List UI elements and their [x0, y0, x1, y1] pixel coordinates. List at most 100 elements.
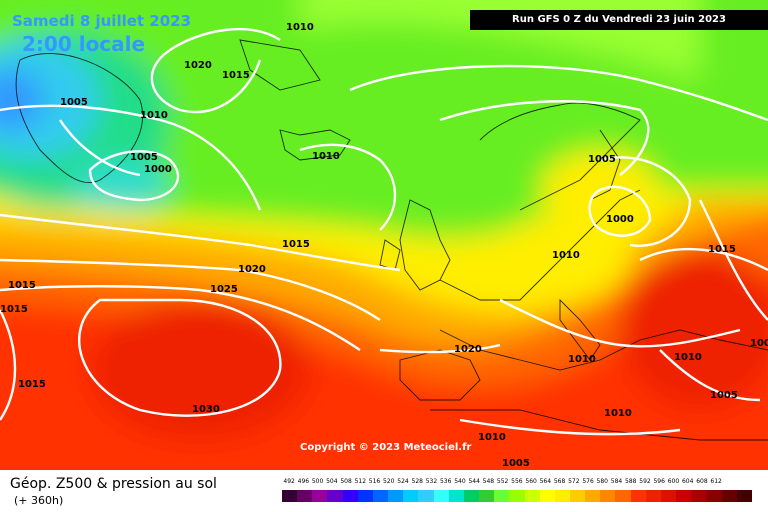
color-scale-label: 560 [525, 478, 537, 485]
isobar-label: 1025 [210, 284, 238, 295]
color-scale-label: 608 [696, 478, 708, 485]
weather-map: 1010 1020 1015 1005 1010 1005 1000 1010 … [0, 0, 768, 470]
color-scale-label: 556 [511, 478, 523, 485]
isobar-label: 1020 [238, 264, 266, 275]
isobar-label: 1010 [674, 352, 702, 363]
color-scale-swatches [282, 490, 752, 502]
isobar-label: 1010 [552, 250, 580, 261]
color-scale-swatch [645, 490, 661, 502]
isobar-label: 1005 [710, 390, 738, 401]
color-scale-swatch [418, 490, 434, 502]
color-scale-swatch [630, 490, 646, 502]
isobar-label: 1030 [192, 404, 220, 415]
isobar-label: 1005 [588, 154, 616, 165]
isobar-label: 1005 [60, 97, 88, 108]
color-scale-label: 600 [667, 478, 680, 485]
color-scale-swatch [494, 490, 510, 502]
isobar-labels: 1010 1020 1015 1005 1010 1005 1000 1010 … [0, 22, 768, 469]
color-scale-label: 528 [411, 478, 423, 485]
forecast-time: 2:00 locale [22, 32, 146, 56]
isobar-label: 1015 [282, 239, 310, 250]
color-scale-label: 532 [425, 478, 438, 485]
color-scale-label: 520 [383, 478, 395, 485]
color-scale-swatch [736, 490, 752, 502]
color-scale-swatch [569, 490, 586, 502]
isobar-label: 1015 [18, 379, 46, 390]
color-scale-label: 516 [368, 478, 381, 485]
color-scale-label: 604 [681, 478, 694, 485]
legend-lead-time: (+ 360h) [14, 494, 64, 507]
isobar-label: 1000 [144, 164, 172, 175]
color-scale-label: 512 [354, 478, 367, 485]
isobar-label: 1010 [312, 151, 340, 162]
color-scale-label: 552 [496, 478, 509, 485]
isobar-label: 1005 [502, 458, 530, 469]
color-scale-label: 580 [596, 478, 608, 485]
isobar-label: 1015 [222, 70, 250, 81]
color-scale-swatch [448, 490, 464, 502]
color-scale-label: 524 [397, 478, 409, 485]
color-scale-label: 500 [311, 478, 324, 485]
color-scale-label: 612 [710, 478, 722, 485]
color-scale-label: 508 [340, 478, 352, 485]
color-scale-swatch [297, 490, 313, 502]
color-scale-swatch [282, 490, 298, 502]
color-scale-label: 588 [625, 478, 637, 485]
color-scale-label: 492 [283, 478, 295, 485]
copyright-text: Copyright © 2023 Meteociel.fr [300, 442, 472, 453]
isobar-label: 1010 [604, 408, 632, 419]
color-scale-label: 592 [639, 478, 651, 485]
color-scale-swatch [509, 490, 525, 502]
color-scale-label: 536 [439, 478, 452, 485]
color-scale-swatch [479, 490, 495, 502]
color-scale-swatch [600, 490, 616, 502]
color-scale-swatch [721, 490, 737, 502]
color-scale-label: 496 [297, 478, 310, 485]
model-run-info: Run GFS 0 Z du Vendredi 23 juin 2023 [470, 10, 768, 30]
isobar-label: 1015 [8, 280, 36, 291]
color-scale-label: 576 [582, 478, 594, 485]
color-scale-swatch [524, 490, 540, 502]
color-scale-label: 540 [454, 478, 466, 485]
isobar-lines [0, 27, 768, 436]
color-scale-swatch [433, 490, 449, 502]
map-canvas: 1010 1020 1015 1005 1010 1005 1000 1010 … [0, 0, 768, 470]
color-scale-swatch [388, 490, 404, 502]
color-scale-labels: 492 496 500 504 508 512 516 520 524 528 532 536 540 5… [282, 478, 752, 488]
color-scale-label: 568 [553, 478, 566, 485]
color-scale: 492 496 500 504 508 512 516 520 524 528 532 536 540 5… [282, 478, 752, 508]
color-scale-swatch [342, 490, 358, 502]
isobar-label: 1015 [708, 244, 736, 255]
color-scale-swatch [585, 490, 601, 502]
legend-footer: Géop. Z500 & pression au sol (+ 360h) 49… [0, 470, 768, 512]
color-scale-swatch [660, 490, 677, 502]
isobar-label: 1010 [286, 22, 314, 33]
color-scale-swatch [554, 490, 570, 502]
color-scale-label: 596 [653, 478, 665, 485]
isobar-label: 1010 [568, 354, 596, 365]
color-scale-swatch [403, 490, 419, 502]
isobar-label: 1020 [454, 344, 482, 355]
color-scale-swatch [312, 490, 328, 502]
color-scale-label: 564 [539, 478, 552, 485]
color-scale-label: 584 [610, 478, 623, 485]
forecast-date: Samedi 8 juillet 2023 [12, 12, 192, 30]
isobar-label: 1005 [130, 152, 158, 163]
isobar-label: 1015 [0, 304, 28, 315]
color-scale-swatch [691, 490, 707, 502]
color-scale-swatch [676, 490, 692, 502]
color-scale-swatch [327, 490, 343, 502]
color-scale-swatch [372, 490, 389, 502]
color-scale-swatch [463, 490, 480, 502]
color-scale-swatch [539, 490, 555, 502]
color-scale-swatch [357, 490, 373, 502]
isobar-label: 1000 [606, 214, 634, 225]
isobar-label: 1010 [140, 110, 168, 121]
color-scale-label: 544 [468, 478, 480, 485]
color-scale-label: 572 [568, 478, 580, 485]
color-scale-swatch [706, 490, 722, 502]
legend-title: Géop. Z500 & pression au sol [10, 476, 217, 492]
color-scale-label: 504 [326, 478, 338, 485]
isobar-label: 1005 [750, 338, 768, 349]
color-scale-swatch [615, 490, 631, 502]
